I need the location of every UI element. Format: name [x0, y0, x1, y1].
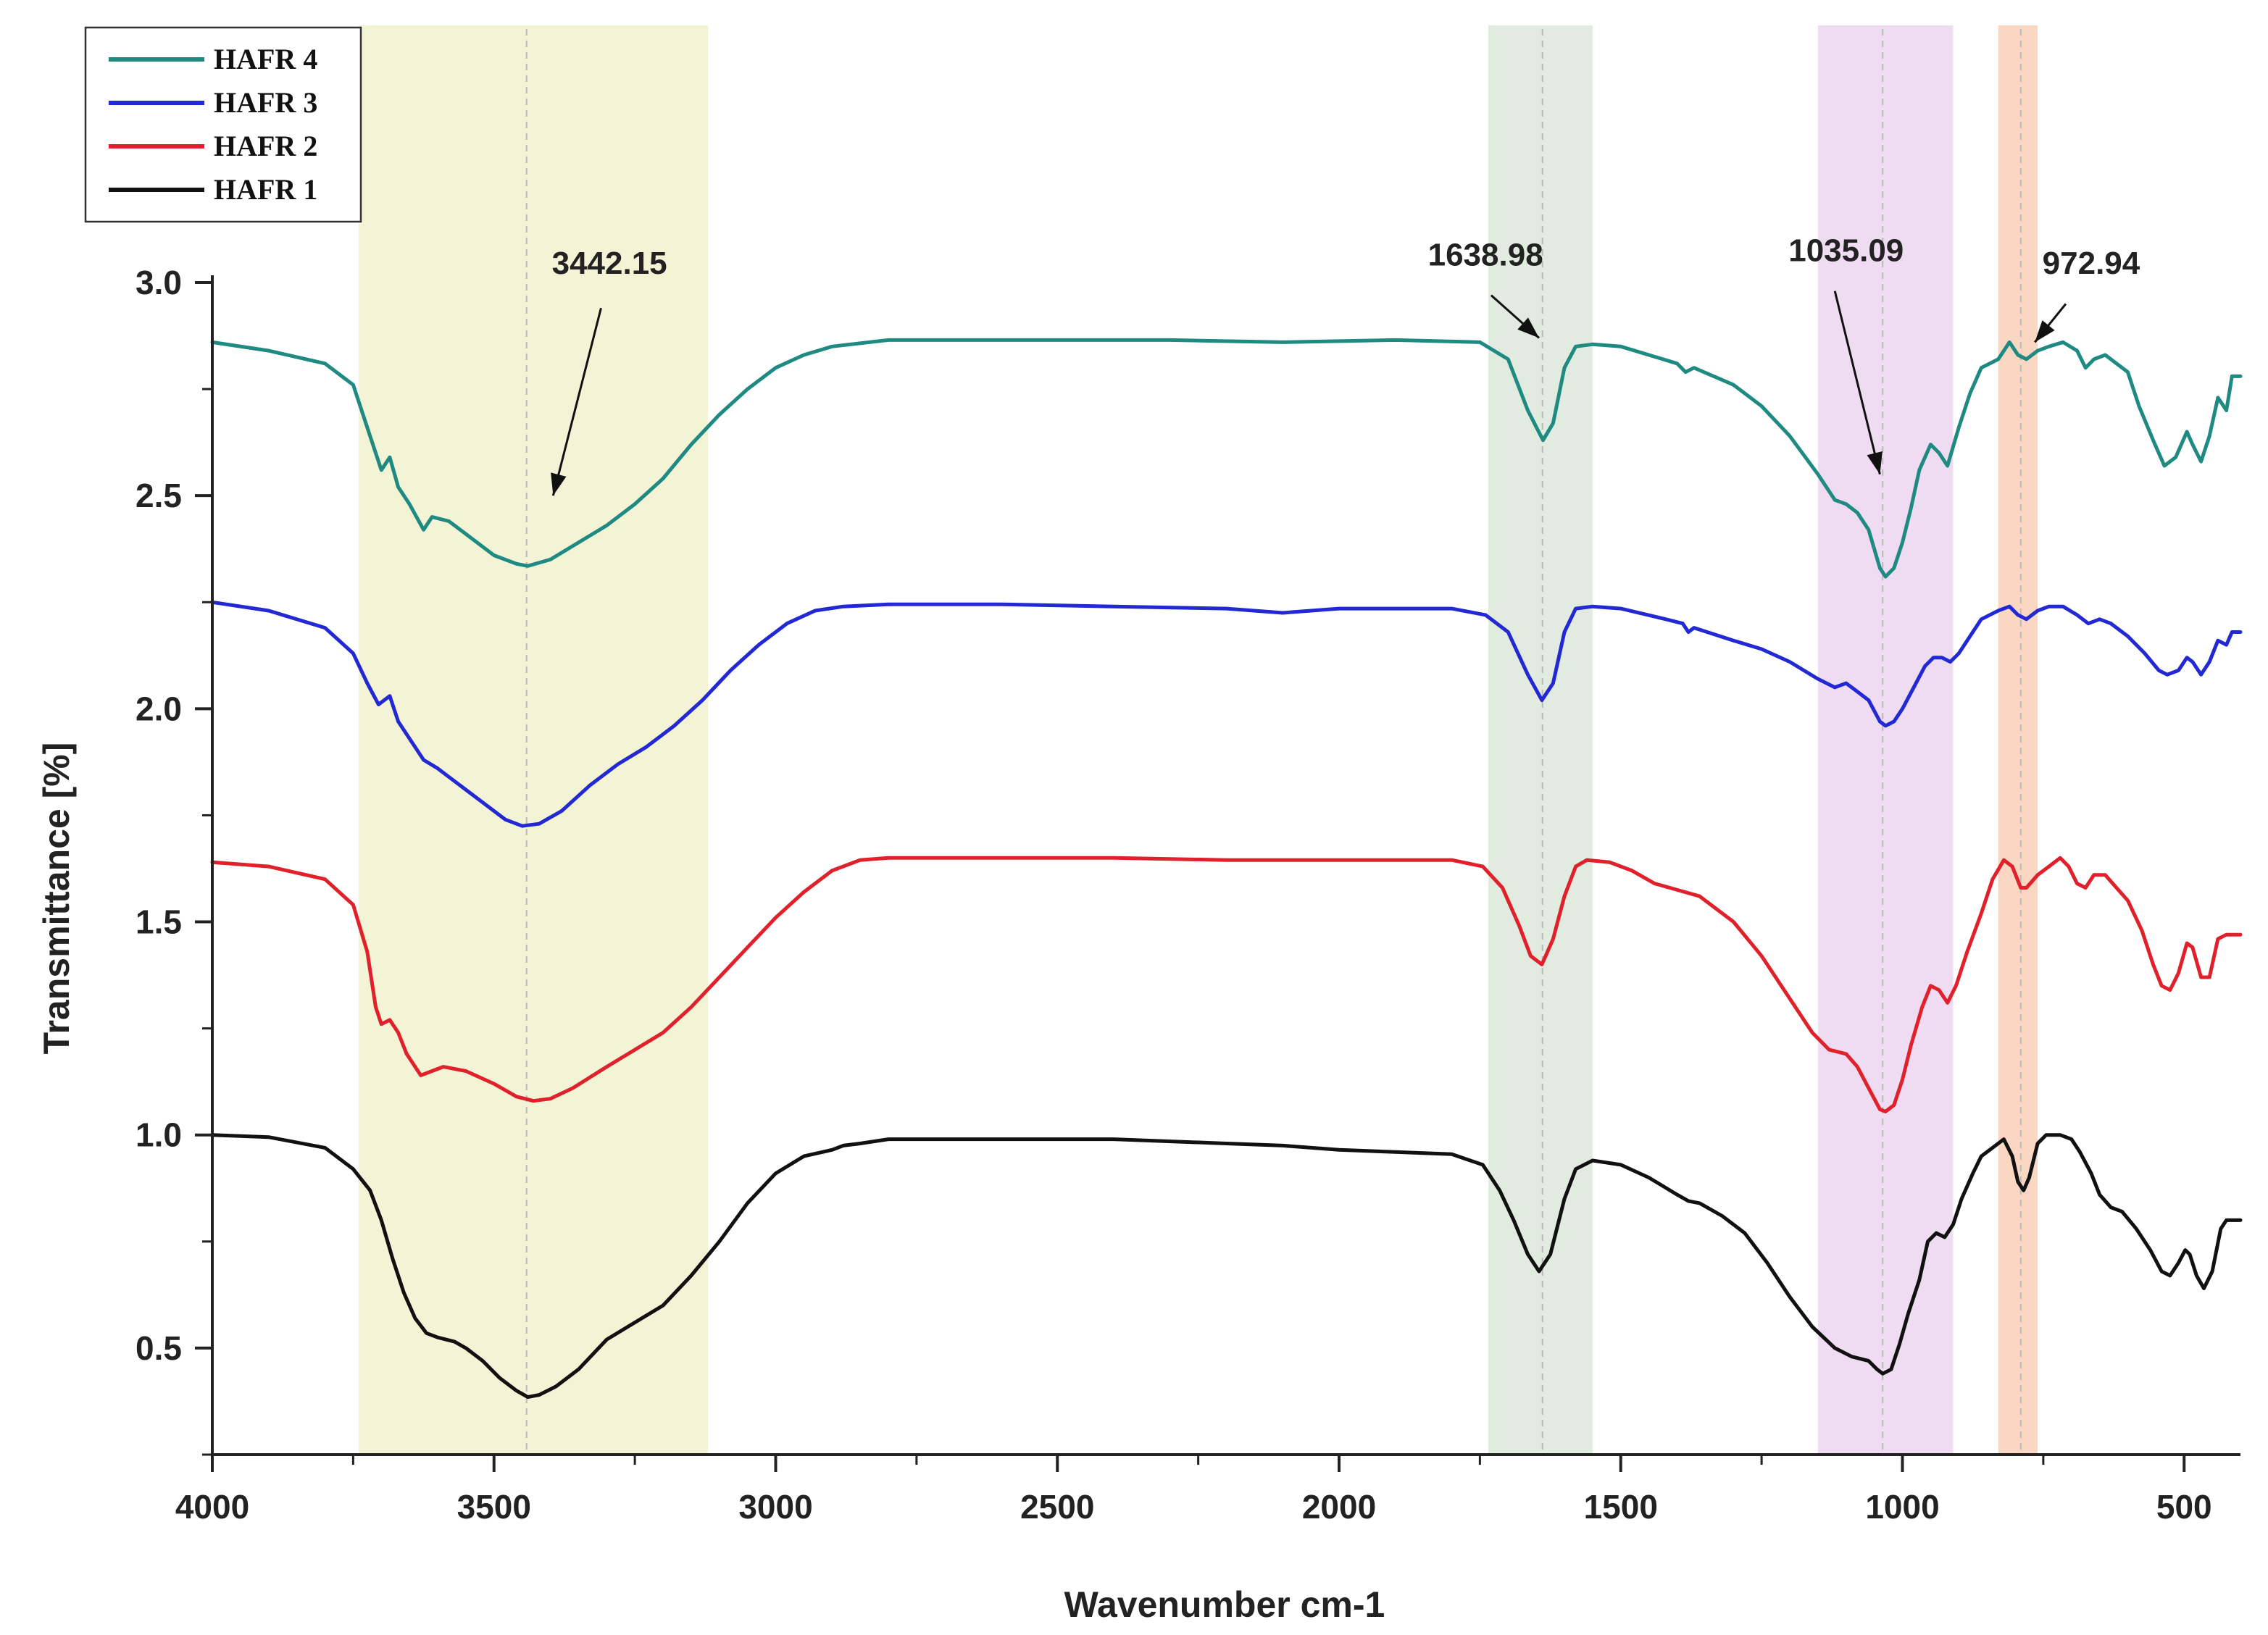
annotation-arrow-head-0: [551, 472, 567, 496]
annotation-arrow-head-1: [1517, 317, 1540, 338]
peak-label: 3442.15: [552, 246, 667, 281]
x-tick-label: 2500: [1020, 1488, 1094, 1526]
band-1: [1488, 25, 1593, 1455]
legend: HAFR 4 HAFR 3 HAFR 2 HAFR 1: [84, 26, 362, 223]
x-axis-title: Wavenumber cm-1: [1064, 1584, 1385, 1625]
series-line-hafr-4: [210, 338, 2243, 579]
spectra-series: [210, 338, 2243, 1400]
band-3: [1998, 25, 2038, 1455]
x-tick-label: 3500: [457, 1488, 531, 1526]
x-tick-label: 3000: [738, 1488, 812, 1526]
y-axis-title: Transmittance [%]: [36, 743, 77, 1055]
x-tick-label: 500: [2156, 1488, 2212, 1526]
peak-annotations: 3442.15 1638.98 1035.09 972.94: [551, 233, 2140, 496]
peak-label: 972.94: [2043, 246, 2140, 281]
axes: 4000 3500 3000 2500 2000 1500 1000 500 0.5 1.0 1.5…: [136, 264, 2240, 1526]
series-line-hafr-2: [210, 856, 2243, 1113]
x-tick-label: 1000: [1865, 1488, 1939, 1526]
series-line-hafr-1: [210, 1133, 2243, 1400]
highlight-bands: [359, 25, 2038, 1455]
legend-label: HAFR 1: [214, 173, 317, 206]
peak-guide-lines: [525, 29, 2022, 1455]
annotation-arrow-head-3: [2035, 320, 2055, 343]
y-tick-label: 1.0: [136, 1116, 182, 1154]
annotation-arrow-line-0: [551, 307, 602, 496]
y-tick-label: 2.5: [136, 477, 182, 514]
legend-label: HAFR 3: [214, 86, 317, 119]
band-2: [1817, 25, 1954, 1455]
x-tick-label: 2000: [1302, 1488, 1376, 1526]
band-0: [359, 25, 709, 1455]
legend-label: HAFR 2: [214, 130, 317, 162]
peak-label: 1035.09: [1788, 233, 1904, 269]
peak-label: 1638.98: [1428, 237, 1543, 272]
series-line-hafr-3: [210, 600, 2243, 828]
annotation-arrow-head-2: [1867, 451, 1883, 474]
y-tick-label: 0.5: [136, 1329, 182, 1367]
y-tick-label: 2.0: [136, 690, 182, 727]
y-tick-label: 3.0: [136, 264, 182, 301]
legend-label: HAFR 4: [214, 43, 317, 75]
y-tick-label: 1.5: [136, 903, 182, 941]
x-tick-label: 4000: [175, 1488, 249, 1526]
x-tick-label: 1500: [1584, 1488, 1658, 1526]
annotation-arrow-line-2: [1833, 290, 1881, 475]
